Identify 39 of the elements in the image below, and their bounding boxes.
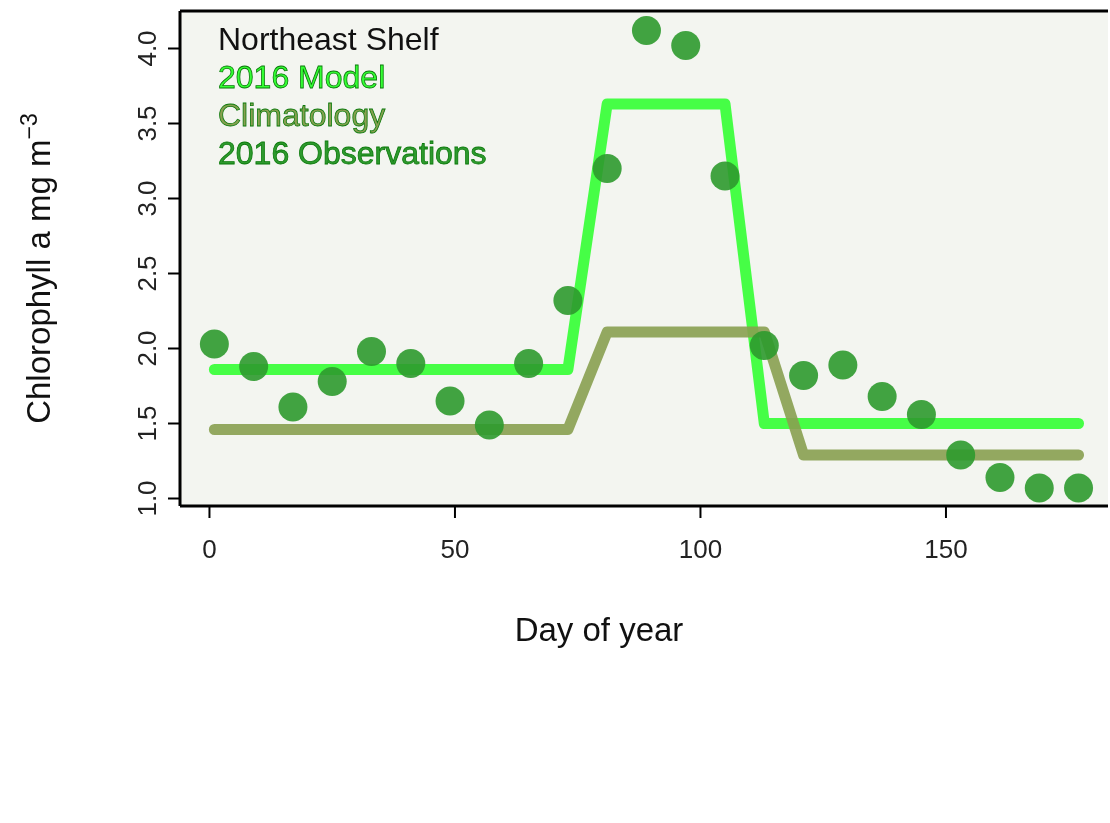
point bbox=[1064, 473, 1094, 503]
x-tick-label: 100 bbox=[678, 534, 723, 565]
legend-title: Northeast Shelf bbox=[218, 20, 440, 58]
point bbox=[396, 349, 426, 378]
point bbox=[356, 337, 386, 366]
y-tick-label: 1.5 bbox=[132, 405, 162, 442]
point bbox=[278, 392, 308, 422]
point bbox=[985, 463, 1015, 492]
point bbox=[867, 382, 897, 411]
y-tick-label: 3.0 bbox=[132, 180, 162, 217]
point bbox=[789, 361, 819, 390]
point bbox=[946, 440, 976, 470]
point bbox=[592, 154, 622, 183]
point bbox=[239, 352, 269, 381]
point bbox=[671, 31, 701, 60]
x-tick-label: 50 bbox=[440, 534, 470, 565]
x-axis-title: Day of year bbox=[514, 611, 684, 648]
y-tick-label: 1.0 bbox=[132, 480, 162, 517]
point bbox=[553, 286, 583, 315]
x-tick-label: 150 bbox=[924, 534, 968, 565]
point bbox=[906, 400, 936, 429]
text: 2016 Observations bbox=[218, 134, 487, 172]
y-tick-label: 4.0 bbox=[132, 30, 162, 67]
point bbox=[710, 161, 740, 191]
text: Climatology bbox=[218, 96, 387, 134]
point bbox=[514, 349, 544, 378]
y-tick-label: 3.5 bbox=[132, 105, 162, 142]
point bbox=[749, 331, 779, 360]
point bbox=[474, 410, 504, 440]
y-tick-label: 2.0 bbox=[132, 330, 162, 367]
point bbox=[1024, 473, 1054, 503]
point bbox=[828, 350, 858, 380]
text: 2016 Model bbox=[218, 58, 387, 96]
point bbox=[317, 367, 347, 396]
point bbox=[631, 16, 661, 45]
point bbox=[199, 329, 229, 359]
x-tick-label: 0 bbox=[202, 534, 217, 565]
y-tick-label: 2.5 bbox=[132, 255, 162, 292]
point bbox=[435, 386, 465, 416]
